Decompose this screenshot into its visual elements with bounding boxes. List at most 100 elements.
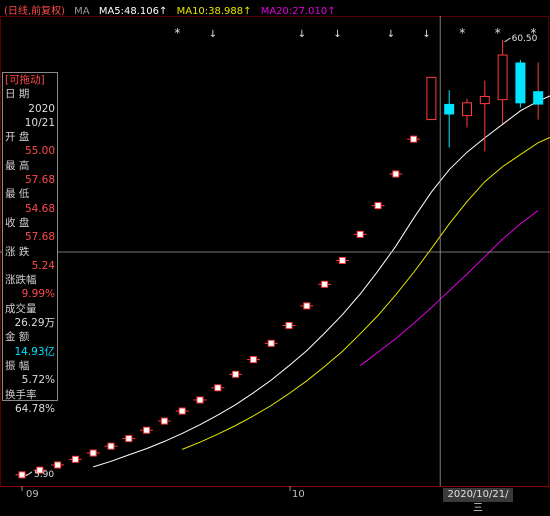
candle-limit-body bbox=[392, 170, 400, 178]
high-price-label: 60.50 bbox=[512, 34, 538, 44]
candle[interactable] bbox=[371, 202, 385, 210]
candle[interactable] bbox=[157, 417, 171, 425]
candle[interactable] bbox=[140, 426, 154, 434]
volume-value: 26.29万 bbox=[14, 317, 55, 330]
candle-body bbox=[533, 91, 544, 105]
candle-limit-body bbox=[267, 339, 275, 347]
event-marker-star[interactable]: * bbox=[174, 26, 180, 40]
candle[interactable] bbox=[175, 407, 189, 415]
candle[interactable] bbox=[122, 435, 136, 443]
event-marker-star[interactable]: * bbox=[530, 26, 536, 40]
candle-limit-body bbox=[107, 442, 115, 450]
change-value: 5.24 bbox=[31, 259, 55, 272]
ma10-value: MA10:38.988↑ bbox=[176, 6, 252, 17]
candle-limit-body bbox=[232, 370, 240, 378]
event-marker-arrow[interactable]: ↓ bbox=[298, 29, 306, 40]
ma20-line bbox=[359, 210, 539, 367]
event-marker-arrow[interactable]: ↓ bbox=[209, 29, 217, 40]
turnover-label: 换手率 bbox=[5, 388, 37, 401]
event-marker-star[interactable]: * bbox=[495, 26, 501, 40]
candle[interactable] bbox=[318, 280, 332, 288]
ma10-line bbox=[182, 136, 550, 450]
candle[interactable] bbox=[462, 98, 472, 128]
candle[interactable] bbox=[211, 384, 225, 392]
close-label: 收 盘 bbox=[5, 216, 30, 229]
candle[interactable] bbox=[300, 302, 314, 310]
candle[interactable] bbox=[533, 62, 544, 120]
high-pointer bbox=[504, 37, 511, 43]
candle-limit-body bbox=[374, 202, 382, 210]
x-axis-month-09: 09 bbox=[26, 489, 39, 500]
candle[interactable] bbox=[193, 396, 207, 404]
candle[interactable] bbox=[407, 135, 421, 143]
chart-frame bbox=[0, 16, 550, 491]
event-markers[interactable]: * ↓ ↓ ↓ ↓ ↓ * * * bbox=[174, 26, 536, 40]
high-label: 最 高 bbox=[5, 159, 30, 172]
candle-limit-body bbox=[178, 407, 186, 415]
candle[interactable] bbox=[497, 39, 508, 124]
candle-body bbox=[444, 103, 455, 115]
candle[interactable] bbox=[68, 455, 82, 463]
turnover-value: 64.78% bbox=[14, 402, 55, 415]
ma-lines bbox=[93, 95, 550, 468]
x-axis-month-10: 10 bbox=[292, 489, 305, 500]
candles[interactable] bbox=[15, 39, 544, 479]
price-annotations: 60.50 5.90 bbox=[25, 34, 538, 480]
candle-limit-body bbox=[36, 466, 44, 474]
candle-limit-body bbox=[54, 461, 62, 469]
panel-drag-handle[interactable]: [可拖动] bbox=[5, 74, 45, 86]
candle-body bbox=[479, 95, 490, 105]
open-label: 开 盘 bbox=[5, 131, 30, 144]
event-marker-arrow[interactable]: ↓ bbox=[333, 29, 341, 40]
ma-label: MA bbox=[74, 6, 90, 17]
chart-period-title[interactable]: (日线,前复权) bbox=[4, 6, 65, 17]
event-marker-star[interactable]: * bbox=[459, 26, 465, 40]
close-value: 57.68 bbox=[24, 231, 55, 244]
candle-limit-body bbox=[356, 230, 364, 238]
candle-limit-body bbox=[196, 396, 204, 404]
volume-label: 成交量 bbox=[5, 302, 37, 315]
amount-label: 金 额 bbox=[5, 331, 30, 344]
candle-body bbox=[462, 102, 472, 117]
event-marker-arrow[interactable]: ↓ bbox=[387, 29, 395, 40]
candle-limit-body bbox=[303, 302, 311, 310]
candle-limit-body bbox=[249, 356, 257, 364]
amp-label: 振 幅 bbox=[5, 359, 30, 372]
candle-limit-body bbox=[410, 135, 418, 143]
candle-limit-body bbox=[143, 426, 151, 434]
ma5-value: MA5:48.106↑ bbox=[98, 6, 168, 17]
event-marker-arrow[interactable]: ↓ bbox=[422, 29, 430, 40]
candle-body bbox=[426, 76, 437, 121]
candle[interactable] bbox=[246, 356, 260, 364]
candle[interactable] bbox=[426, 76, 437, 121]
candle-limit-body bbox=[321, 280, 329, 288]
high-value: 57.68 bbox=[24, 174, 55, 187]
kline-chart[interactable]: * ↓ ↓ ↓ ↓ ↓ * * * 60.50 5.90 bbox=[0, 0, 550, 504]
candle[interactable] bbox=[282, 321, 296, 329]
crosshair bbox=[0, 16, 550, 486]
candle[interactable] bbox=[353, 230, 367, 238]
pct-value: 9.99% bbox=[21, 288, 55, 301]
candle[interactable] bbox=[15, 471, 29, 479]
date-label: 日 期 bbox=[5, 88, 30, 101]
candle[interactable] bbox=[51, 461, 65, 469]
candle[interactable] bbox=[389, 170, 403, 178]
candle-limit-body bbox=[18, 471, 26, 479]
candle[interactable] bbox=[229, 370, 243, 378]
candle[interactable] bbox=[104, 442, 118, 450]
candle-body bbox=[497, 54, 508, 101]
quote-info-panel[interactable]: [可拖动] 日 期 2020 10/21 开 盘 55.00 最 高 57.68… bbox=[2, 72, 58, 415]
candle[interactable] bbox=[515, 59, 526, 108]
amount-value: 14.93亿 bbox=[14, 345, 55, 358]
candle[interactable] bbox=[479, 80, 490, 152]
candle[interactable] bbox=[444, 90, 455, 148]
candle[interactable] bbox=[33, 466, 47, 474]
candle-limit-body bbox=[285, 321, 293, 329]
candle-limit-body bbox=[214, 384, 222, 392]
candle-limit-body bbox=[160, 417, 168, 425]
candle[interactable] bbox=[86, 449, 100, 457]
crosshair-date-label: 2020/10/21/三 bbox=[443, 488, 513, 514]
candle[interactable] bbox=[335, 256, 349, 264]
candle[interactable] bbox=[264, 339, 278, 347]
ma20-value: MA20:27.010↑ bbox=[260, 6, 336, 17]
